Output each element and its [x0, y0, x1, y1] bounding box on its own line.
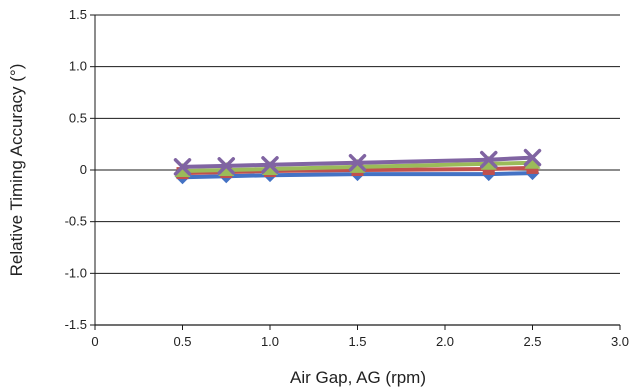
series-line: [182, 155, 533, 169]
data-point: [523, 148, 542, 167]
x-tick-label: 3.0: [611, 334, 629, 349]
x-tick-label: 0: [91, 334, 98, 349]
series-line: [182, 160, 533, 173]
data-point: [174, 163, 191, 178]
x-tick-label: 1.5: [348, 334, 366, 349]
data-point: [217, 157, 235, 175]
data-point: [349, 158, 366, 173]
data-point: [218, 162, 235, 176]
series-4: [173, 148, 542, 176]
data-point: [261, 156, 279, 174]
y-tick-label: 0: [80, 162, 87, 177]
y-tick-label: 1.0: [69, 59, 87, 74]
axis-layer: 1.5 1.0 0.5 0 -0.5 -1.0 -1.5 0 0.5 1.0 1.5 2.0 2.5 3.…: [65, 7, 629, 349]
y-axis-title: Relative Timing Accuracy (°): [7, 64, 26, 277]
x-tick-label: 2.0: [436, 334, 454, 349]
x-tick-label: 0.5: [173, 334, 191, 349]
series-layer: [173, 148, 542, 185]
data-point: [173, 158, 192, 176]
y-tick-label: -1.0: [65, 265, 87, 280]
series-3: [174, 154, 541, 178]
grid-layer: [95, 14, 620, 274]
data-point: [524, 154, 541, 169]
data-point: [480, 155, 497, 170]
x-axis-title: Air Gap, AG (rpm): [290, 368, 426, 387]
x-tick-label: 2.5: [523, 334, 541, 349]
y-tick-label: 1.5: [69, 7, 87, 22]
y-tick-label: -1.5: [65, 317, 87, 332]
data-point: [348, 154, 367, 172]
y-tick-label: 0.5: [69, 110, 87, 125]
data-point: [480, 150, 498, 169]
x-tick-label: 1.0: [261, 334, 279, 349]
data-point: [262, 160, 278, 175]
series-line: [182, 171, 533, 180]
y-tick-label: -0.5: [65, 214, 87, 229]
